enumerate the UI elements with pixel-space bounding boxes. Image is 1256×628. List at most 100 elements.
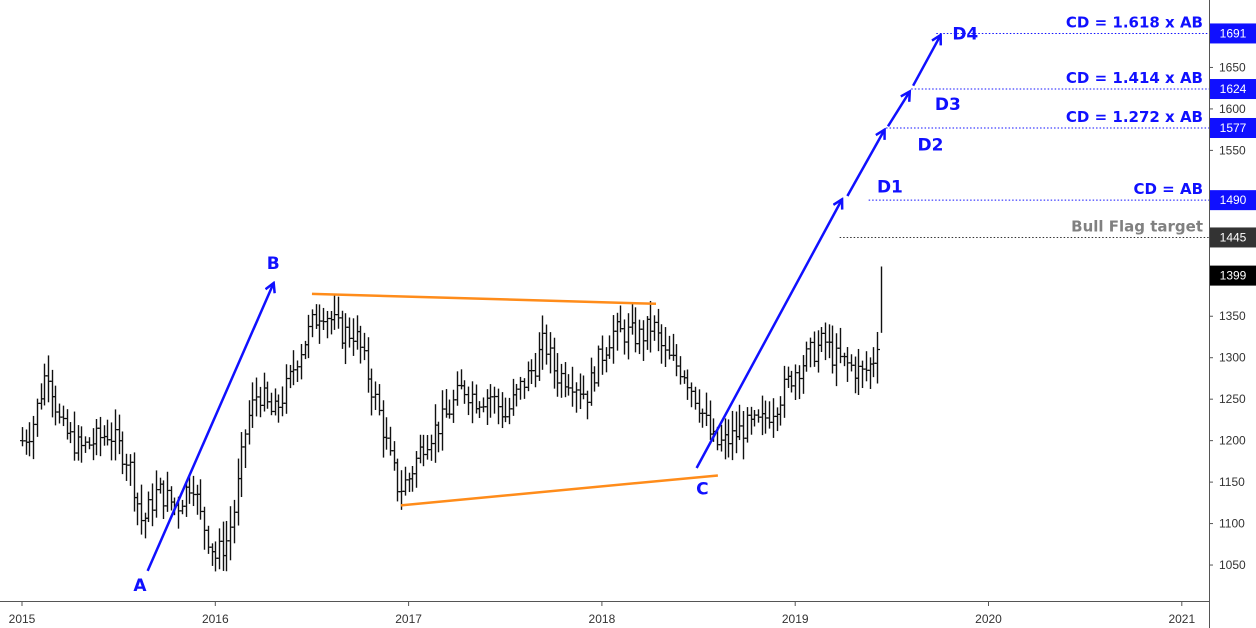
ohlc-bar bbox=[392, 441, 397, 471]
price-badge bbox=[1210, 117, 1256, 138]
ohlc-bar bbox=[630, 303, 635, 335]
ohlc-bar bbox=[232, 499, 237, 544]
ohlc-bar bbox=[723, 418, 728, 460]
ohlc-bar bbox=[329, 310, 334, 335]
ohlc-bar bbox=[700, 408, 705, 428]
ohlc-bar bbox=[284, 364, 289, 414]
ohlc-bar bbox=[65, 409, 70, 440]
ohlc-bar bbox=[864, 351, 869, 382]
ohlc-bar bbox=[500, 392, 505, 429]
ohlc-bar bbox=[875, 331, 880, 384]
ohlc-bar bbox=[622, 319, 627, 355]
x-tick-label: 2016 bbox=[202, 612, 229, 626]
ohlc-bar bbox=[343, 313, 348, 365]
ohlc-bar bbox=[228, 506, 233, 561]
ohlc-bar bbox=[117, 414, 122, 455]
ohlc-bar bbox=[61, 405, 66, 427]
ohlc-bar bbox=[529, 359, 534, 385]
ohlc-bar bbox=[793, 364, 798, 400]
ohlc-bar bbox=[306, 314, 311, 359]
ohlc-bar bbox=[384, 417, 389, 450]
ohlc-bar bbox=[366, 337, 371, 393]
ohlc-bar bbox=[801, 355, 806, 394]
ohlc-bar bbox=[693, 386, 698, 410]
ohlc-bar bbox=[775, 407, 780, 432]
ohlc-bar bbox=[455, 371, 460, 406]
ohlc-bar bbox=[221, 521, 226, 571]
ohlc-bar bbox=[871, 347, 876, 378]
ohlc-bar bbox=[563, 362, 568, 398]
ohlc-bar bbox=[685, 369, 690, 400]
ohlc-bar bbox=[503, 397, 508, 423]
ohlc-bar bbox=[827, 324, 832, 359]
ohlc-bar bbox=[79, 426, 84, 463]
ohlc-bar bbox=[105, 419, 110, 446]
ohlc-bar bbox=[678, 356, 683, 385]
ohlc-bar bbox=[332, 293, 337, 330]
ohlc-bar bbox=[570, 366, 575, 407]
ohlc-bar bbox=[224, 520, 229, 572]
x-tick-label: 2017 bbox=[395, 612, 422, 626]
ohlc-bar bbox=[303, 340, 308, 360]
ohlc-bar bbox=[418, 434, 423, 464]
ohlc-bar bbox=[462, 380, 467, 404]
price-badge-label: 1490 bbox=[1220, 193, 1247, 207]
point-label: D4 bbox=[952, 24, 978, 44]
ohlc-bar bbox=[76, 425, 81, 461]
ohlc-bar bbox=[522, 378, 527, 399]
ohlc-bar bbox=[819, 327, 824, 353]
ohlc-bar bbox=[128, 454, 133, 486]
ohlc-bar bbox=[730, 410, 735, 461]
ohlc-bar bbox=[566, 374, 571, 396]
ohlc-bar bbox=[321, 307, 326, 330]
ohlc-bar bbox=[351, 318, 356, 356]
ohlc-bar bbox=[243, 429, 248, 469]
ohlc-bar bbox=[659, 324, 664, 364]
ohlc-bar bbox=[27, 422, 32, 457]
ohlc-bar bbox=[191, 475, 196, 507]
ohlc-bar bbox=[697, 389, 702, 423]
ohlc-bar bbox=[518, 376, 523, 400]
ohlc-bar bbox=[310, 309, 315, 338]
ohlc-bar bbox=[856, 348, 861, 395]
ohlc-bar bbox=[258, 386, 263, 418]
ohlc-bar bbox=[280, 386, 285, 417]
ohlc-bar bbox=[347, 317, 352, 348]
level-label: CD = AB bbox=[1133, 180, 1203, 198]
ohlc-bar bbox=[477, 401, 482, 419]
y-tick-label: 1550 bbox=[1219, 143, 1246, 157]
ohlc-bar bbox=[265, 381, 270, 409]
ohlc-bar bbox=[604, 347, 609, 373]
level-label: CD = 1.414 x AB bbox=[1066, 69, 1203, 87]
ohlc-bar bbox=[239, 432, 244, 498]
ohlc-bar bbox=[704, 392, 709, 427]
ohlc-bar bbox=[295, 360, 300, 382]
ohlc-bar bbox=[585, 390, 590, 420]
ohlc-bar bbox=[20, 427, 25, 447]
ohlc-bar bbox=[488, 384, 493, 418]
ohlc-bar bbox=[637, 319, 642, 355]
ohlc-bar bbox=[559, 363, 564, 398]
ohlc-bar bbox=[154, 470, 159, 518]
ohlc-bar bbox=[652, 315, 657, 341]
ohlc-bar bbox=[291, 350, 296, 386]
ohlc-bar bbox=[533, 352, 538, 388]
ohlc-bar bbox=[444, 389, 449, 418]
ohlc-bar bbox=[46, 355, 51, 403]
ohlc-bar bbox=[470, 381, 475, 424]
ohlc-bar bbox=[741, 411, 746, 460]
ohlc-bar bbox=[466, 386, 471, 416]
ohlc-bar bbox=[143, 512, 148, 539]
ohlc-bar bbox=[537, 332, 542, 381]
ohlc-bar bbox=[247, 400, 252, 445]
ohlc-bar bbox=[648, 300, 653, 353]
current-price-badge bbox=[1210, 265, 1256, 286]
ohlc-bar bbox=[592, 366, 597, 392]
ohlc-bar bbox=[555, 353, 560, 397]
y-tick-label: 1600 bbox=[1219, 102, 1246, 116]
ohlc-bar bbox=[395, 458, 400, 502]
ohlc-bar bbox=[611, 315, 616, 364]
ohlc-bar bbox=[317, 304, 322, 344]
ohlc-bar bbox=[210, 543, 215, 566]
ohlc-bar bbox=[492, 386, 497, 414]
